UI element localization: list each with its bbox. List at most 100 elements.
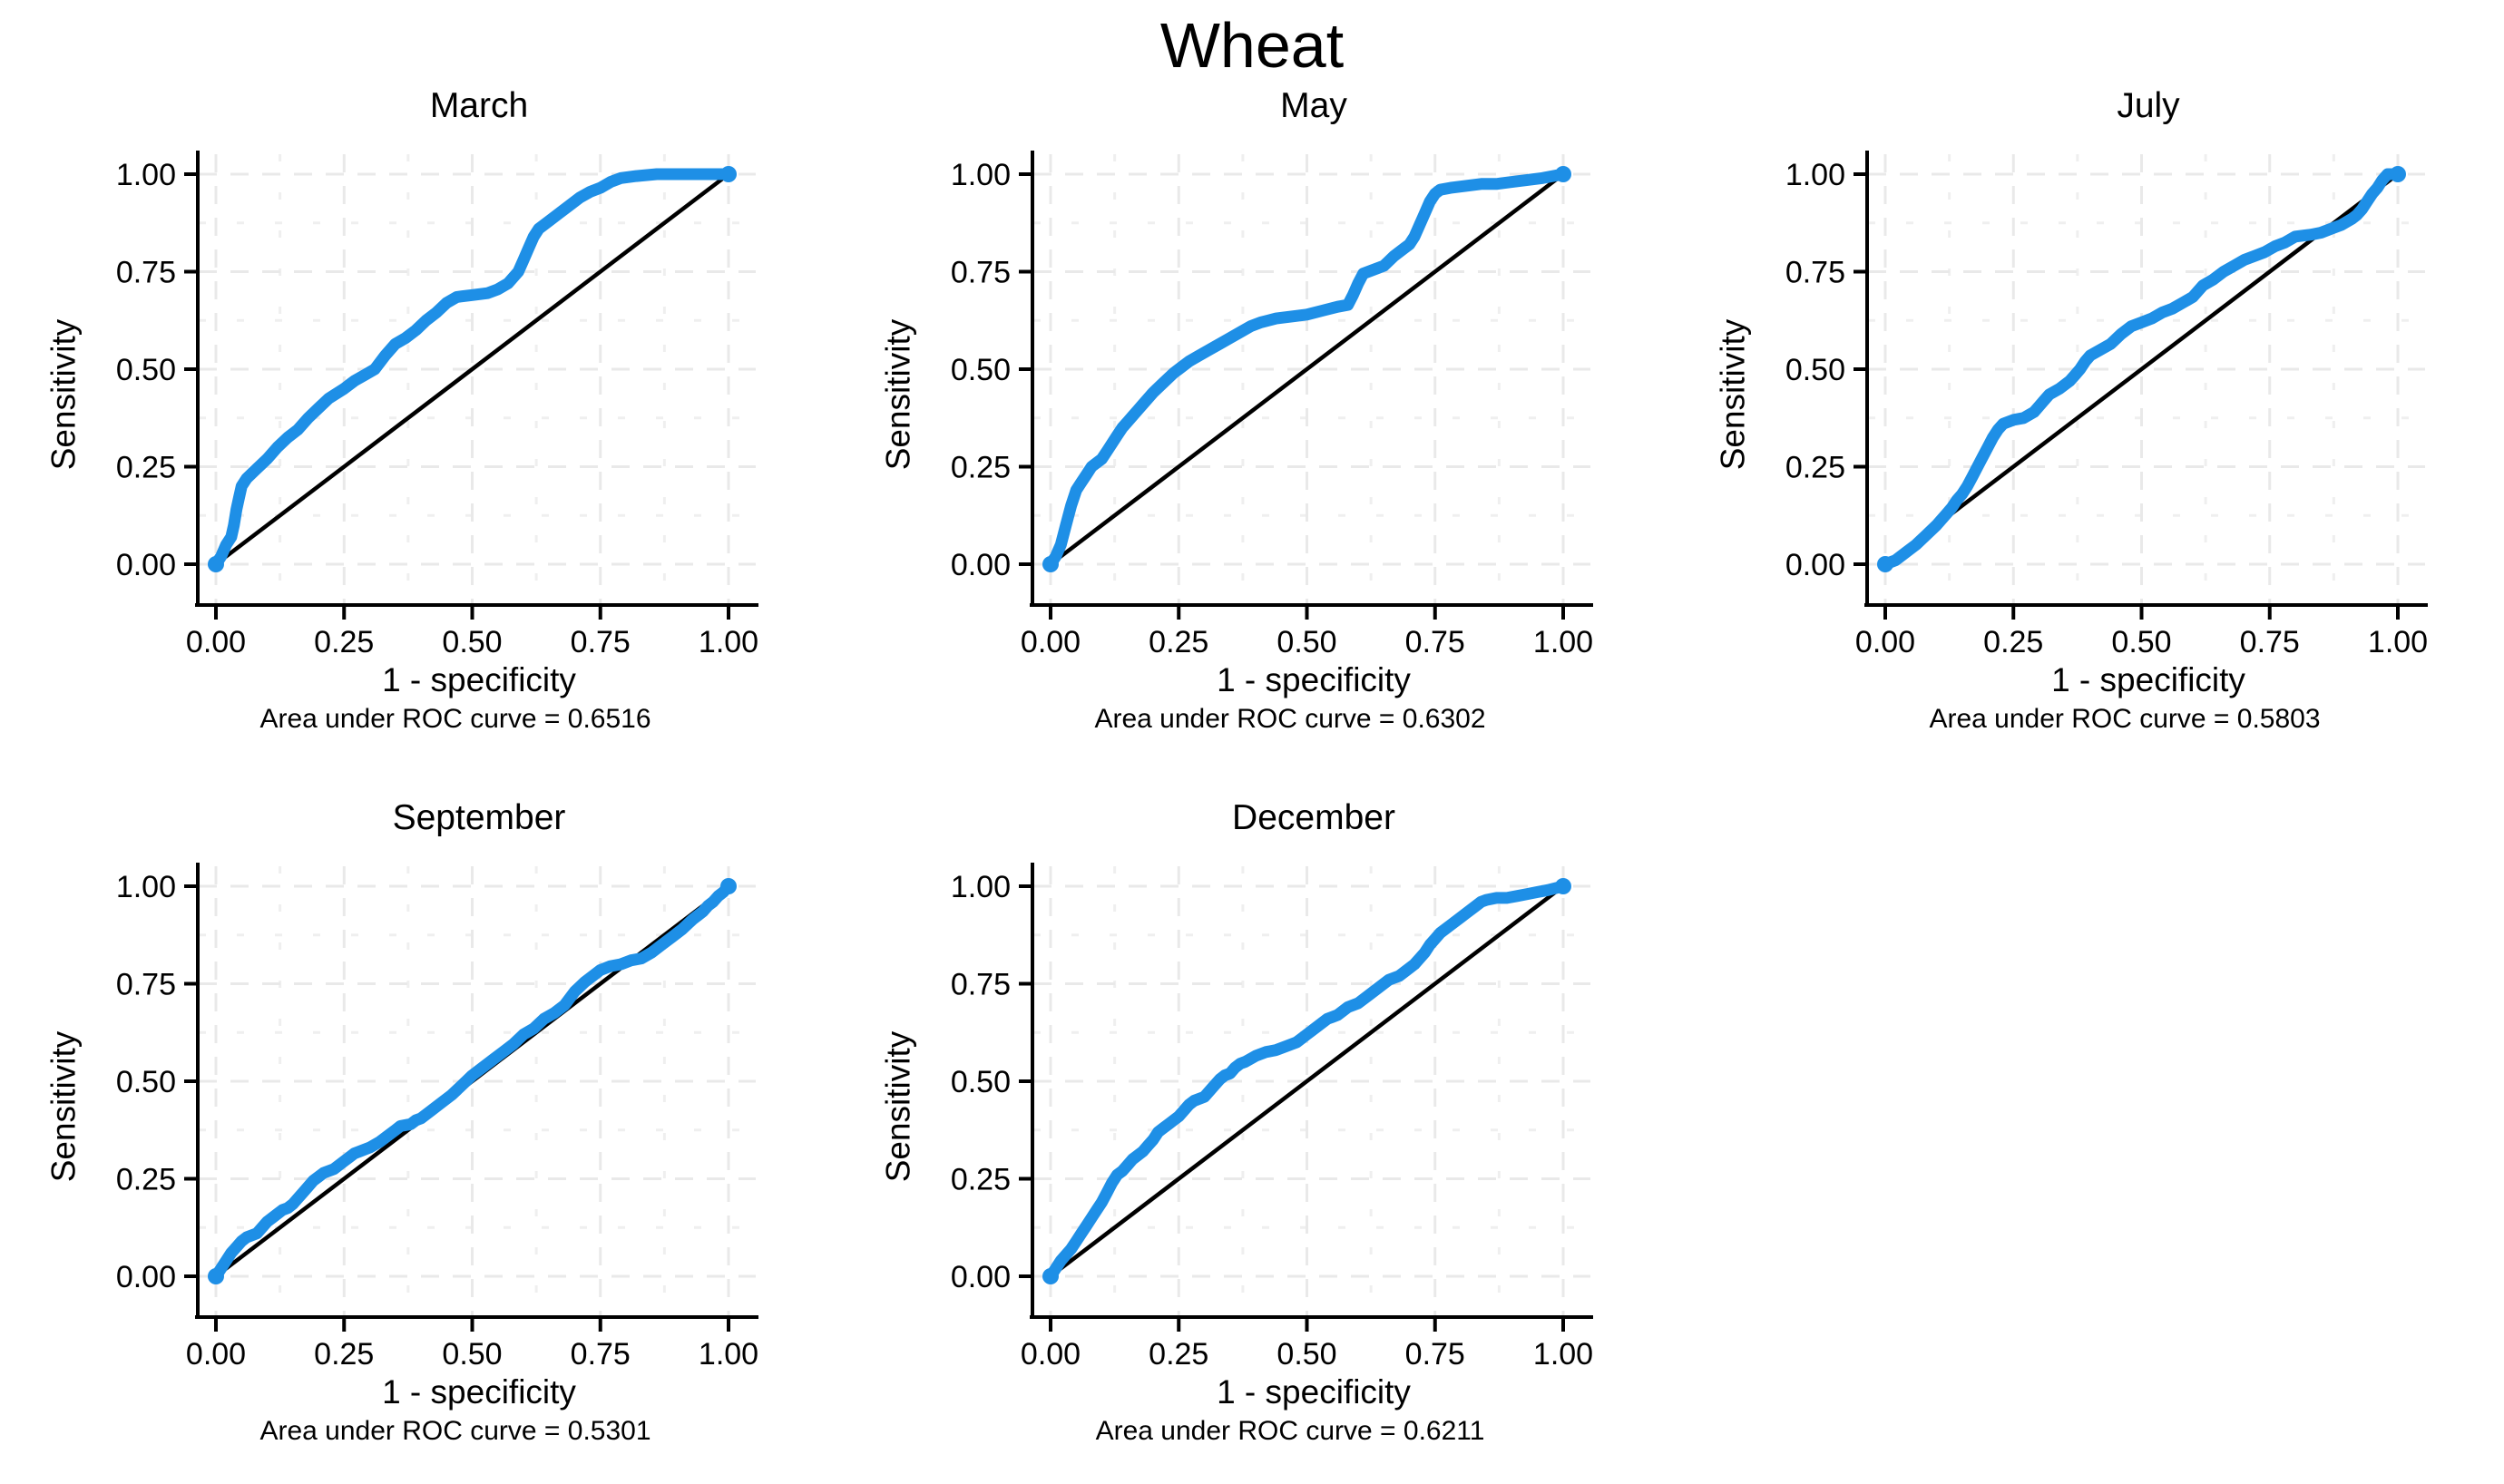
x-tick-label: 1.00 [1533,1337,1593,1372]
x-tick-label: 0.50 [442,1337,502,1372]
roc-plot: 0.00 0.25 0.50 0.75 1.00 0.00 0.25 0.50 0.75 1.00 [116,151,758,659]
y-tick-label: 0.00 [951,1260,1011,1294]
y-tick-label: 0.75 [1785,255,1845,289]
x-tick-label: 1.00 [1533,625,1593,659]
reference-line [1049,884,1565,1278]
panel-title: December [1232,798,1395,837]
y-axis-label: Sensitivity [44,1030,82,1182]
x-tick-label: 0.75 [1405,625,1465,659]
x-tick-label: 1.00 [2368,625,2428,659]
empty-cell [1669,796,2504,1450]
y-tick-label: 1.00 [116,870,176,904]
plot-area: Sensitivity 0.00 0.25 0.50 0.75 1.00 0.00 0.25… [38,129,835,659]
roc-endpoint-start [1877,556,1893,572]
roc-endpoint-start [1042,1268,1059,1284]
roc-endpoint-end [720,878,737,894]
auc-caption: Area under ROC curve = 0.5803 [1929,704,2321,734]
auc-caption: Area under ROC curve = 0.6211 [1095,1416,1485,1446]
y-tick-label: 0.75 [116,967,176,1001]
auc-caption: Area under ROC curve = 0.5301 [259,1416,651,1446]
panel-december: December Sensitivity 0.00 0.25 0.50 0.75 1.0… [835,796,1669,1450]
plot-area: Sensitivity 0.00 0.25 0.50 0.75 1.00 0.00 0.25… [1707,129,2504,659]
x-tick-label: 0.00 [186,1337,246,1372]
panel-row-2: September Sensitivity 0.00 0.25 0.50 0.75 1.… [0,796,2504,1450]
x-tick-label: 0.75 [1405,1337,1465,1372]
x-axis-label: 1 - specificity [382,661,576,698]
auc-caption: Area under ROC curve = 0.6516 [259,704,651,734]
y-tick-label: 0.75 [951,255,1011,289]
roc-plot: 0.00 0.25 0.50 0.75 1.00 0.00 0.25 0.50 0.75 1.00 [951,151,1593,659]
y-tick-label: 0.25 [116,450,176,484]
panel-title: March [429,86,529,125]
y-axis-label: Sensitivity [879,1030,916,1182]
x-tick-label: 1.00 [699,625,758,659]
roc-curve [210,880,735,1283]
x-axis-label: 1 - specificity [382,1373,576,1411]
y-tick-label: 0.50 [951,1065,1011,1099]
y-tick-label: 0.25 [951,1162,1011,1196]
x-tick-label: 0.50 [1276,1337,1336,1372]
x-tick-label: 0.25 [314,1337,374,1372]
x-axis-label: 1 - specificity [1217,661,1411,698]
y-tick-label: 0.50 [116,1065,176,1099]
x-tick-label: 0.25 [314,625,374,659]
y-tick-label: 0.25 [951,450,1011,484]
panel-may: May Sensitivity 0.00 0.25 0.50 0.75 1.00 0.00… [835,83,1669,737]
roc-endpoint-start [208,1268,224,1284]
roc-endpoint-end [1555,878,1571,894]
x-tick-label: 0.50 [2111,625,2171,659]
y-tick-label: 0.00 [1785,548,1845,582]
roc-curve [1044,168,1570,571]
x-axis-label: 1 - specificity [2051,661,2245,698]
y-tick-label: 0.25 [1785,450,1845,484]
y-axis-label: Sensitivity [1714,318,1751,470]
roc-plot: 0.00 0.25 0.50 0.75 1.00 0.00 0.25 0.50 0.75 1.00 [951,863,1593,1372]
y-tick-label: 0.75 [951,967,1011,1001]
roc-endpoint-end [1555,166,1571,182]
reference-line [214,172,730,566]
panel-title: July [2117,86,2180,125]
x-tick-label: 0.25 [1149,625,1208,659]
panel-september: September Sensitivity 0.00 0.25 0.50 0.75 1.… [0,796,835,1450]
roc-curve [210,168,735,571]
panel-row-1: March Sensitivity 0.00 0.25 0.50 0.75 1.00 0.… [0,83,2504,737]
auc-caption: Area under ROC curve = 0.6302 [1094,704,1486,734]
roc-endpoint-start [208,556,224,572]
figure-title: Wheat [1159,10,1345,81]
y-axis-label: Sensitivity [44,318,82,470]
y-tick-label: 0.50 [951,353,1011,387]
roc-endpoint-end [720,166,737,182]
y-tick-label: 1.00 [1785,158,1845,192]
panel-march: March Sensitivity 0.00 0.25 0.50 0.75 1.00 0.… [0,83,835,737]
y-tick-label: 0.00 [116,1260,176,1294]
x-tick-label: 0.00 [1021,1337,1081,1372]
y-tick-label: 1.00 [951,158,1011,192]
x-tick-label: 0.75 [571,625,631,659]
x-tick-label: 0.00 [1855,625,1915,659]
roc-endpoint-start [1042,556,1059,572]
panel-title: September [392,798,566,837]
roc-plot: 0.00 0.25 0.50 0.75 1.00 0.00 0.25 0.50 0.75 1.00 [1785,151,2428,659]
roc-curve [1879,168,2404,571]
roc-endpoint-end [2390,166,2406,182]
x-tick-label: 0.75 [2240,625,2300,659]
y-tick-label: 0.00 [116,548,176,582]
x-tick-label: 0.75 [571,1337,631,1372]
panel-title: May [1280,86,1347,125]
y-tick-label: 1.00 [951,870,1011,904]
plot-area: Sensitivity 0.00 0.25 0.50 0.75 1.00 0.00 0.25… [873,841,1669,1372]
x-tick-label: 0.25 [1983,625,2043,659]
plot-area: Sensitivity 0.00 0.25 0.50 0.75 1.00 0.00 0.25… [873,129,1669,659]
x-tick-label: 0.50 [1276,625,1336,659]
y-tick-label: 0.25 [116,1162,176,1196]
plot-area: Sensitivity 0.00 0.25 0.50 0.75 1.00 0.00 0.25… [38,841,835,1372]
x-axis-label: 1 - specificity [1217,1373,1411,1411]
x-tick-label: 0.25 [1149,1337,1208,1372]
panel-july: July Sensitivity 0.00 0.25 0.50 0.75 1.00 0.0… [1669,83,2504,737]
y-tick-label: 0.00 [951,548,1011,582]
x-tick-label: 0.50 [442,625,502,659]
y-tick-label: 0.75 [116,255,176,289]
y-tick-label: 0.50 [1785,353,1845,387]
roc-plot: 0.00 0.25 0.50 0.75 1.00 0.00 0.25 0.50 0.75 1.00 [116,863,758,1372]
roc-curve [1044,880,1570,1283]
